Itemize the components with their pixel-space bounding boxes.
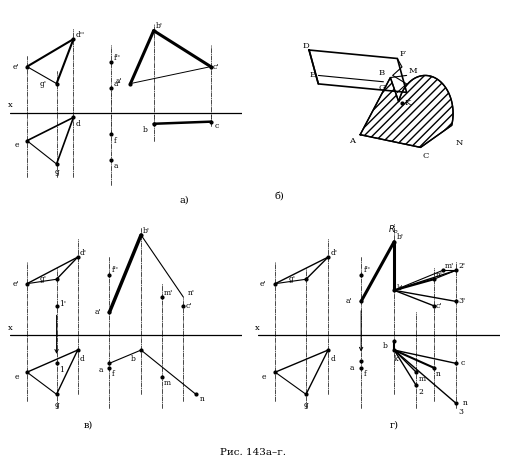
Text: 1': 1' bbox=[59, 300, 66, 308]
Text: E: E bbox=[309, 71, 315, 80]
Text: K: K bbox=[405, 99, 411, 107]
Text: f'': f'' bbox=[363, 266, 370, 274]
Text: c': c' bbox=[185, 302, 192, 310]
Text: e': e' bbox=[260, 280, 266, 287]
Text: b: b bbox=[143, 126, 148, 134]
Text: a': a' bbox=[116, 77, 122, 85]
Text: x: x bbox=[8, 324, 13, 332]
Text: 3: 3 bbox=[458, 408, 463, 416]
Text: b': b' bbox=[396, 233, 403, 241]
Text: x: x bbox=[8, 101, 13, 109]
Text: F: F bbox=[399, 50, 406, 58]
Text: g: g bbox=[55, 401, 59, 409]
Text: б): б) bbox=[274, 191, 284, 200]
Text: d': d' bbox=[80, 249, 87, 257]
Text: C: C bbox=[423, 152, 429, 160]
Text: A: A bbox=[348, 137, 355, 145]
Text: n': n' bbox=[187, 288, 194, 297]
Text: b: b bbox=[383, 342, 388, 350]
Text: m': m' bbox=[445, 262, 454, 270]
Text: e: e bbox=[14, 372, 19, 381]
Text: k: k bbox=[394, 355, 398, 363]
Text: x: x bbox=[256, 324, 260, 332]
Text: c': c' bbox=[436, 302, 442, 310]
Text: f: f bbox=[112, 371, 114, 378]
Text: d'': d'' bbox=[76, 31, 85, 39]
Text: e: e bbox=[14, 141, 19, 149]
Text: c: c bbox=[460, 359, 465, 367]
Text: 2: 2 bbox=[419, 388, 423, 396]
Text: f'': f'' bbox=[114, 54, 121, 62]
Text: а): а) bbox=[179, 195, 189, 204]
Text: d': d' bbox=[330, 249, 337, 257]
Text: n: n bbox=[200, 395, 205, 403]
Text: n': n' bbox=[436, 271, 443, 279]
Text: c: c bbox=[215, 122, 219, 130]
Text: G: G bbox=[379, 84, 385, 92]
Text: g': g' bbox=[288, 275, 295, 283]
Text: a': a' bbox=[346, 298, 352, 305]
Text: f'': f'' bbox=[112, 266, 119, 274]
Text: c': c' bbox=[213, 63, 219, 71]
Text: г): г) bbox=[390, 420, 399, 430]
Text: a: a bbox=[350, 364, 355, 372]
Text: b: b bbox=[130, 355, 135, 363]
Text: m: m bbox=[419, 375, 426, 383]
Text: 3': 3' bbox=[458, 298, 465, 305]
Text: a: a bbox=[99, 366, 104, 374]
Text: g: g bbox=[304, 401, 309, 409]
Text: m: m bbox=[164, 379, 171, 387]
Text: a: a bbox=[114, 162, 118, 170]
Text: N: N bbox=[456, 139, 463, 147]
Text: b': b' bbox=[156, 22, 163, 31]
Text: 2': 2' bbox=[458, 262, 465, 270]
Text: $R_o$: $R_o$ bbox=[387, 224, 399, 236]
Text: b': b' bbox=[143, 227, 150, 234]
Text: e: e bbox=[262, 372, 267, 381]
Text: d: d bbox=[330, 355, 335, 363]
Text: D: D bbox=[302, 42, 309, 50]
Text: M: M bbox=[409, 67, 418, 75]
Text: g: g bbox=[55, 169, 59, 176]
Text: 1: 1 bbox=[59, 366, 64, 374]
Text: d: d bbox=[76, 120, 80, 128]
Text: f: f bbox=[363, 371, 366, 378]
Text: f: f bbox=[114, 137, 116, 145]
Text: k': k' bbox=[396, 284, 403, 292]
Text: B: B bbox=[379, 69, 385, 77]
Text: n: n bbox=[463, 399, 467, 407]
Text: d: d bbox=[80, 355, 85, 363]
Text: a': a' bbox=[94, 308, 101, 316]
Text: e': e' bbox=[12, 280, 19, 287]
Text: в): в) bbox=[84, 420, 93, 430]
Text: m': m' bbox=[164, 288, 174, 297]
Text: g': g' bbox=[40, 275, 46, 283]
Text: e': e' bbox=[12, 63, 19, 71]
Text: g': g' bbox=[40, 80, 46, 88]
Text: a': a' bbox=[114, 80, 120, 88]
Text: Рис. 143а–г.: Рис. 143а–г. bbox=[220, 448, 285, 457]
Text: n: n bbox=[436, 371, 441, 378]
